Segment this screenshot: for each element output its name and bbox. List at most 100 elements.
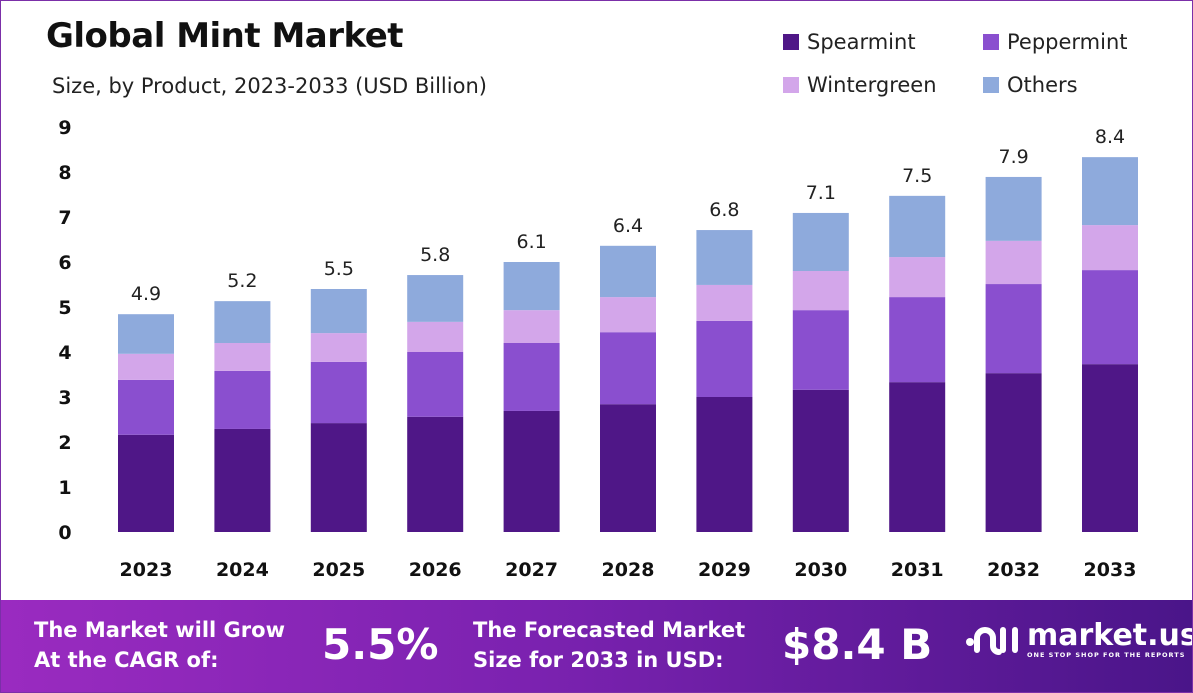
bar-segment-peppermint-2028	[600, 332, 656, 405]
bar-segment-others-2028	[600, 245, 656, 298]
legend-swatch	[783, 77, 799, 93]
bar-segment-others-2030	[792, 212, 849, 271]
cagr-label-line: At the CAGR of:	[34, 648, 219, 672]
bar-segment-others-2023	[118, 314, 174, 354]
bar-segment-peppermint-2029	[696, 320, 753, 397]
legend-item-peppermint: Peppermint	[983, 30, 1128, 54]
bar-segment-others-2031	[889, 195, 946, 258]
bar-segment-wintergreen-2028	[600, 297, 656, 333]
bar-segment-wintergreen-2032	[985, 240, 1042, 285]
total-data-label: 7.1	[806, 182, 836, 204]
marketus-logo: market.us ONE STOP SHOP FOR THE REPORTS	[965, 620, 1193, 660]
logo-tagline: ONE STOP SHOP FOR THE REPORTS	[1027, 651, 1186, 659]
y-tick-label: 1	[58, 477, 71, 499]
cagr-label: The Market will Grow At the CAGR of:	[34, 615, 285, 675]
bar-segment-spearmint-2025	[310, 423, 367, 532]
logo-mark-icon	[966, 627, 1018, 655]
bar-segment-peppermint-2026	[407, 352, 464, 417]
footer-banner: The Market will Grow At the CAGR of: 5.5…	[0, 600, 1193, 693]
cagr-value: 5.5%	[322, 620, 439, 669]
legend-item-others: Others	[983, 73, 1078, 97]
chart-subtitle: Size, by Product, 2023-2033 (USD Billion…	[52, 74, 487, 98]
y-tick-label: 2	[58, 432, 71, 454]
total-data-label: 7.9	[998, 146, 1028, 168]
legend-item-spearmint: Spearmint	[783, 30, 916, 54]
total-data-label: 5.8	[420, 244, 450, 266]
y-tick-label: 6	[58, 252, 71, 274]
bar-segment-spearmint-2027	[503, 410, 560, 532]
bar-segment-spearmint-2024	[214, 428, 271, 532]
x-tick-label: 2033	[1084, 559, 1137, 581]
y-tick-label: 4	[58, 342, 71, 364]
forecast-label-line: Size for 2033 in USD:	[473, 648, 724, 672]
bar-segment-spearmint-2026	[407, 416, 464, 532]
total-data-label: 8.4	[1095, 126, 1125, 148]
x-tick-label: 2023	[120, 559, 173, 581]
bar-segment-wintergreen-2024	[214, 343, 271, 371]
bar-segment-others-2025	[310, 289, 367, 334]
x-tick-label: 2030	[794, 559, 847, 581]
bar-segment-wintergreen-2025	[310, 333, 367, 362]
bar-segment-spearmint-2033	[1082, 364, 1138, 532]
bar-segment-wintergreen-2026	[407, 321, 464, 352]
legend-swatch	[783, 34, 799, 50]
bar-segment-peppermint-2033	[1082, 270, 1138, 365]
bar-segment-peppermint-2027	[503, 343, 560, 411]
chart-title: Global Mint Market	[46, 16, 404, 56]
total-data-label: 6.1	[516, 231, 546, 253]
y-tick-label: 5	[58, 297, 71, 319]
bar-segment-others-2032	[985, 176, 1042, 241]
legend-item-wintergreen: Wintergreen	[783, 73, 937, 97]
bar-segment-wintergreen-2023	[118, 353, 174, 380]
logo-name: market.us	[1027, 618, 1193, 653]
x-tick-label: 2025	[312, 559, 365, 581]
bar-segment-others-2027	[503, 262, 560, 311]
bar-segment-wintergreen-2033	[1082, 225, 1138, 271]
forecast-label: The Forecasted Market Size for 2033 in U…	[473, 615, 745, 675]
total-data-label: 4.9	[131, 283, 161, 305]
bar-segment-spearmint-2029	[696, 397, 753, 532]
bar-segment-spearmint-2030	[792, 389, 849, 532]
bar-segment-spearmint-2028	[600, 404, 656, 532]
stacked-bar-chart: 0 1 2 3 4 5 6 7 8 9 4.9 2023 5.2 2024 5.5 2025 5.8 2026 6.…	[58, 117, 1138, 581]
y-tick-label: 8	[58, 162, 71, 184]
x-tick-label: 2029	[698, 559, 751, 581]
y-tick-label: 3	[58, 387, 71, 409]
legend-label: Peppermint	[1007, 30, 1128, 54]
legend-swatch	[983, 77, 999, 93]
bar-segment-peppermint-2031	[889, 297, 946, 383]
total-data-label: 6.4	[613, 215, 643, 237]
total-data-label: 5.5	[324, 258, 354, 280]
x-tick-label: 2031	[891, 559, 944, 581]
bar-segment-spearmint-2031	[889, 382, 946, 532]
bar-segment-wintergreen-2030	[792, 271, 849, 311]
cagr-label-line: The Market will Grow	[34, 618, 285, 642]
legend-swatch	[983, 34, 999, 50]
total-data-label: 7.5	[902, 165, 932, 187]
bar-segment-wintergreen-2027	[503, 310, 560, 343]
bar-segment-peppermint-2023	[118, 379, 174, 435]
legend-label: Spearmint	[807, 30, 916, 54]
y-tick-label: 7	[58, 207, 71, 229]
bar-segment-spearmint-2032	[985, 373, 1042, 532]
x-tick-label: 2028	[602, 559, 655, 581]
legend-label: Wintergreen	[807, 73, 937, 97]
total-data-label: 6.8	[709, 199, 739, 221]
x-tick-label: 2027	[505, 559, 558, 581]
bar-segment-peppermint-2030	[792, 310, 849, 390]
bar-segment-peppermint-2032	[985, 284, 1042, 374]
legend-label: Others	[1007, 73, 1078, 97]
x-tick-label: 2032	[987, 559, 1040, 581]
bar-segment-spearmint-2023	[118, 434, 174, 532]
bar-segment-wintergreen-2031	[889, 257, 946, 298]
bar-segment-wintergreen-2029	[696, 284, 753, 321]
y-tick-label: 0	[58, 522, 71, 544]
x-tick-label: 2024	[216, 559, 269, 581]
bar-segment-others-2033	[1082, 157, 1138, 226]
bar-segment-peppermint-2024	[214, 370, 271, 429]
bar-segment-others-2029	[696, 230, 753, 285]
forecast-value: $8.4 B	[782, 620, 933, 669]
x-tick-label: 2026	[409, 559, 462, 581]
bar-segment-others-2024	[214, 301, 271, 343]
bar-segment-peppermint-2025	[310, 361, 367, 424]
